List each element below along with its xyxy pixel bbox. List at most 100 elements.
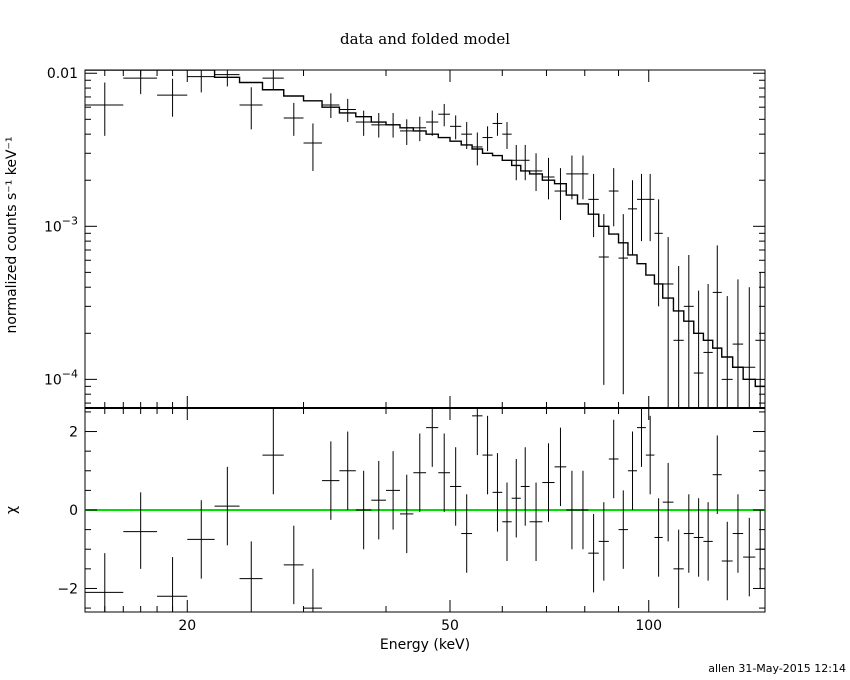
spectrum-data-point — [438, 103, 450, 127]
residual-data-point — [214, 466, 240, 546]
residual-data-point — [413, 433, 427, 512]
bottom-panel-marks — [85, 408, 765, 612]
residual-data-point — [371, 460, 387, 540]
residual-data-point — [461, 494, 473, 573]
spectrum-data-point — [598, 214, 609, 385]
spectrum-data-point — [502, 122, 512, 149]
residual-data-point — [637, 408, 646, 467]
residual-data-point — [322, 441, 340, 520]
residual-data-point — [588, 513, 599, 593]
residual-data-point — [157, 557, 188, 612]
residual-data-point — [187, 500, 215, 579]
spectrum-data-point — [426, 110, 439, 136]
spectrum-data-point — [85, 82, 124, 136]
residual-data-point — [262, 408, 284, 495]
residual-data-point — [598, 502, 609, 581]
bottom-panel-y-axis-label: χ — [4, 506, 20, 514]
residual-data-point — [239, 541, 263, 612]
spectrum-data-point — [262, 70, 284, 90]
spectrum-data-point — [413, 116, 427, 142]
spectrum-data-point — [511, 144, 521, 181]
residual-data-point — [743, 517, 756, 597]
spectrum-data-point — [303, 123, 323, 171]
chart-title: data and folded model — [340, 30, 510, 48]
top-y-tick-label: 0.01 — [47, 66, 78, 82]
residual-data-point — [645, 415, 655, 495]
spectrum-data-point — [743, 287, 756, 408]
spectrum-data-point — [627, 180, 638, 255]
residual-data-point — [339, 431, 356, 510]
residual-data-point — [654, 498, 663, 577]
x-tick-label: 20 — [178, 618, 196, 634]
spectrum-data-point — [577, 155, 589, 200]
residual-data-point — [618, 490, 628, 569]
spectrum-data-point — [283, 102, 304, 136]
bottom-panel-y-axis: 2 0 −2 — [57, 411, 765, 609]
residual-data-point — [683, 494, 694, 573]
residual-data-point — [386, 451, 401, 530]
spectrum-data-point — [693, 290, 704, 408]
residual-data-point — [529, 482, 543, 561]
residual-data-point — [703, 502, 713, 581]
top-y-tick-label: 10−3 — [44, 214, 78, 235]
residual-data-point — [520, 447, 530, 526]
residual-data-point — [303, 568, 323, 612]
spectrum-data-point — [608, 168, 619, 227]
spectrum-data-point — [492, 112, 503, 136]
residual-data-point — [662, 462, 674, 542]
spectrum-data-point — [542, 157, 555, 200]
top-panel-y-axis-label: normalized counts s⁻¹ keV⁻¹ — [4, 136, 20, 333]
spectrum-data-point — [566, 155, 578, 200]
spectrum-data-point — [322, 93, 340, 119]
top-panel-y-axis: 0.01 10−3 10−4 — [44, 66, 765, 404]
spectrum-data-point — [355, 110, 372, 136]
spectrum-data-point — [520, 144, 530, 181]
x-tick-label: 50 — [441, 618, 459, 634]
residual-data-point — [542, 443, 555, 522]
spectrum-data-point — [482, 126, 493, 152]
residual-data-point — [438, 433, 450, 512]
residual-data-point — [554, 427, 567, 507]
spectrum-data-point — [529, 153, 543, 192]
residual-data-point — [400, 474, 414, 554]
spectrum-data-point — [637, 173, 646, 242]
residual-data-point — [472, 408, 483, 456]
spectrum-data-point — [662, 237, 674, 408]
residual-data-point — [449, 447, 462, 526]
spectrum-data-point — [239, 87, 263, 130]
x-axis-label: Energy (keV) — [380, 637, 470, 653]
spectrum-data-point — [712, 245, 722, 408]
residual-data-point — [502, 482, 512, 561]
spectrum-data-point — [673, 266, 684, 408]
spectrum-data-point — [645, 173, 655, 242]
spectrum-data-point — [721, 296, 733, 408]
bottom-y-tick-label: 2 — [69, 425, 78, 441]
spectrum-data-point — [449, 115, 462, 140]
bottom-panel: 2 0 −2 χ — [4, 407, 766, 613]
spectrum-data-point — [400, 119, 414, 145]
residual-data-point — [511, 459, 521, 538]
model-step-line — [85, 70, 765, 388]
residual-data-point — [721, 521, 733, 601]
spectrum-data-point — [214, 70, 240, 87]
spectrum-data-point — [157, 78, 188, 117]
top-panel: 0.01 10−3 10−4 normalized counts s⁻¹ keV⁻¹ — [4, 66, 766, 409]
x-tick-label: 100 — [635, 618, 662, 634]
spectrum-data-point — [371, 112, 387, 138]
spectrum-data-point — [386, 112, 401, 138]
spectrum-data-point — [732, 279, 744, 408]
spectrum-data-point — [683, 254, 694, 408]
footer-stamp: allen 31-May-2015 12:14 — [708, 662, 846, 675]
residual-data-point — [732, 494, 744, 573]
spectrum-data-point — [461, 122, 473, 149]
spectrum-data-point — [618, 214, 628, 395]
top-panel-marks — [85, 70, 765, 408]
residual-data-point — [693, 498, 704, 577]
residual-data-point — [627, 431, 638, 510]
residual-data-point — [577, 470, 589, 550]
top-panel-frame — [84, 69, 766, 409]
spectrum-data-point — [472, 132, 483, 166]
residual-data-point — [355, 470, 372, 550]
residual-data-point — [426, 408, 439, 467]
